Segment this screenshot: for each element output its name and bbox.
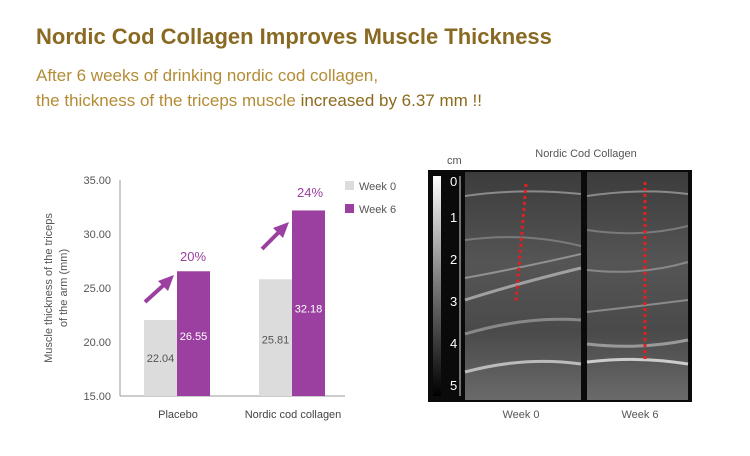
increase-arrow-placebo (143, 275, 174, 304)
y-axis-label-line-2: of the arm (mm) (58, 249, 70, 327)
ultrasound-panel-week-6 (586, 172, 689, 400)
ultrasound-panel-week-0 (464, 172, 582, 400)
ultrasound-panel-label-week-0: Week 0 (502, 409, 539, 421)
depth-tick-label: 0 (450, 174, 457, 189)
page-title: Nordic Cod Collagen Improves Muscle Thic… (36, 24, 552, 49)
value-label-collagen-week-0: 25.81 (262, 334, 290, 346)
subtitle-line-2: the thickness of the triceps muscle incr… (36, 91, 482, 111)
depth-tick-label: 3 (450, 294, 457, 309)
ultrasound-panel-label-week-6: Week 6 (621, 409, 658, 421)
ultrasound-unit-label: cm (447, 155, 462, 167)
depth-tick-label: 1 (450, 210, 457, 225)
x-tick-label-collagen: Nordic cod collagen (245, 409, 342, 421)
y-tick-label: 25.00 (83, 283, 111, 295)
value-label-placebo-week-0: 22.04 (147, 353, 175, 365)
percent-annotation-collagen: 24% (297, 185, 323, 200)
y-tick-label: 15.00 (83, 391, 111, 403)
legend-swatch-week-6 (345, 204, 354, 213)
y-tick-label: 35.00 (83, 175, 111, 187)
y-tick-label: 30.00 (83, 229, 111, 241)
ultrasound-title: Nordic Cod Collagen (535, 148, 637, 160)
grayscale-bar (433, 176, 441, 396)
value-label-placebo-week-6: 26.55 (180, 331, 208, 343)
y-tick-labels: 15.00 20.00 25.00 30.00 35.00 (83, 175, 111, 403)
bar-collagen-week-6 (292, 210, 325, 396)
ultrasound-figure: Nordic Cod Collagen cm 0 1 2 3 4 5 (428, 148, 692, 421)
subtitle-line-2-emphasis: increased by 6.37 mm !! (300, 91, 482, 110)
depth-tick-label: 4 (450, 336, 457, 351)
percent-annotation-placebo: 20% (180, 249, 206, 264)
bar-placebo-week-0 (144, 319, 177, 396)
legend-label-week-6: Week 6 (359, 204, 396, 216)
bar-placebo-week-6 (177, 271, 210, 396)
depth-tick-label: 2 (450, 252, 457, 267)
value-label-collagen-week-6: 32.18 (295, 304, 323, 316)
y-axis-label-line-1: Muscle thickness of the triceps (43, 213, 55, 363)
legend-swatch-week-0 (345, 181, 354, 190)
subtitle-line-1: After 6 weeks of drinking nordic cod col… (36, 66, 379, 85)
bar-collagen-week-0 (259, 279, 292, 396)
x-tick-label-placebo: Placebo (158, 409, 198, 421)
y-tick-label: 20.00 (83, 337, 111, 349)
legend-label-week-0: Week 0 (359, 181, 396, 193)
increase-arrow-collagen (260, 222, 289, 251)
subtitle-line-2-plain: the thickness of the triceps muscle (36, 91, 301, 110)
depth-tick-label: 5 (450, 378, 457, 393)
